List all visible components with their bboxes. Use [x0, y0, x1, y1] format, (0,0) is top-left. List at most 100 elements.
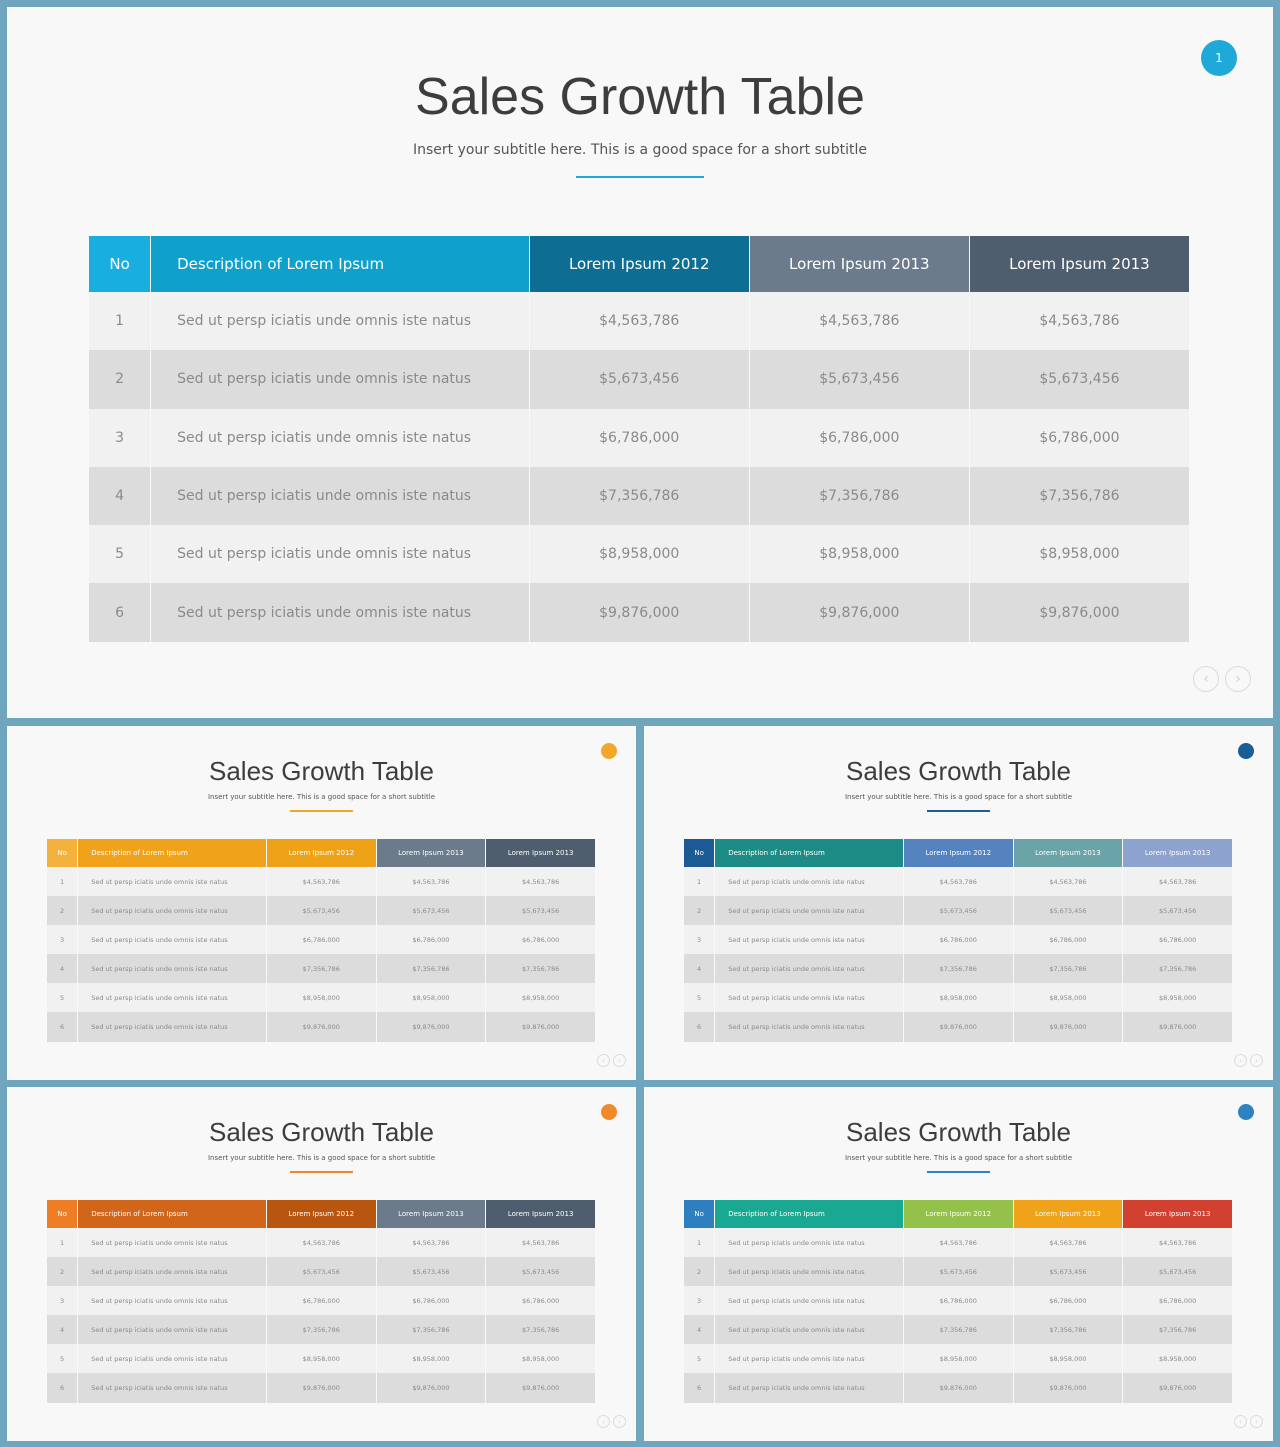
table-cell: $4,563,786	[376, 867, 487, 897]
chevron-right-icon[interactable]: ›	[613, 1415, 626, 1428]
table-row[interactable]: 3 Sed ut persp iciatis unde omnis iste na…	[684, 1286, 1233, 1316]
table-cell: $8,958,000	[266, 983, 377, 1013]
table-row[interactable]: 5 Sed ut persp iciatis unde omnis iste na…	[47, 983, 596, 1013]
table-row[interactable]: 1 Sed ut persp iciatis unde omnis iste na…	[47, 867, 596, 897]
table-row[interactable]: 6 Sed ut persp iciatis unde omnis iste na…	[684, 1012, 1233, 1042]
table-cell: $5,673,456	[749, 350, 970, 409]
table-row[interactable]: 2 Sed ut persp iciatis unde omnis iste na…	[684, 896, 1233, 926]
column-header[interactable]: No	[47, 839, 79, 867]
table-row[interactable]: 5 Sed ut persp iciatis unde omnis iste na…	[89, 525, 1191, 584]
column-header[interactable]: Description of Lorem Ipsum	[714, 1200, 904, 1228]
table-row[interactable]: 4 Sed ut persp iciatis unde omnis iste na…	[89, 466, 1191, 526]
column-header[interactable]: Description of Lorem Ipsum	[150, 236, 530, 292]
table-row[interactable]: 3 Sed ut persp iciatis unde omnis iste na…	[684, 925, 1233, 955]
table-row[interactable]: 5 Sed ut persp iciatis unde omnis iste na…	[684, 983, 1233, 1013]
table-cell: $5,673,456	[376, 896, 487, 926]
table-cell: $7,356,786	[266, 1315, 377, 1345]
column-header[interactable]: No	[89, 236, 152, 292]
column-header[interactable]: Lorem Ipsum 2012	[529, 236, 750, 292]
column-header[interactable]: Lorem Ipsum 2013	[376, 1200, 487, 1228]
column-header[interactable]: Lorem Ipsum 2013	[376, 839, 487, 867]
table-row[interactable]: 3 Sed ut persp iciatis unde omnis iste na…	[47, 1286, 596, 1316]
table-cell: $9,876,000	[485, 1012, 596, 1042]
table-row[interactable]: 4 Sed ut persp iciatis unde omnis iste na…	[47, 1315, 596, 1345]
table-row[interactable]: 2 Sed ut persp iciatis unde omnis iste na…	[684, 1257, 1233, 1287]
column-header[interactable]: Lorem Ipsum 2013	[969, 236, 1191, 292]
table-row[interactable]: 2 Sed ut persp iciatis unde omnis iste na…	[47, 896, 596, 926]
chevron-right-icon[interactable]: ›	[1250, 1415, 1263, 1428]
chevron-left-icon[interactable]: ‹	[597, 1054, 610, 1067]
column-header[interactable]: Lorem Ipsum 2012	[903, 1200, 1014, 1228]
chevron-right-icon[interactable]: ›	[1250, 1054, 1263, 1067]
column-header[interactable]: Lorem Ipsum 2012	[266, 1200, 377, 1228]
table-cell: 4	[47, 1315, 79, 1345]
column-header[interactable]: Lorem Ipsum 2013	[1013, 839, 1124, 867]
column-header[interactable]: Lorem Ipsum 2012	[903, 839, 1014, 867]
column-header[interactable]: No	[47, 1200, 79, 1228]
table-row[interactable]: 1 Sed ut persp iciatis unde omnis iste na…	[89, 292, 1191, 351]
column-header[interactable]: Lorem Ipsum 2013	[1122, 839, 1233, 867]
column-header[interactable]: Lorem Ipsum 2013	[485, 1200, 596, 1228]
slide-thumbnail-4[interactable]: Sales Growth Table Insert your subtitle …	[7, 1087, 636, 1441]
table-cell: Sed ut persp iciatis unde omnis iste nat…	[77, 1373, 267, 1403]
slide-thumbnail-2[interactable]: Sales Growth Table Insert your subtitle …	[7, 726, 636, 1080]
table-cell: $6,786,000	[969, 408, 1191, 467]
slide-nav: ‹ ›	[1193, 666, 1251, 692]
table-row[interactable]: 6 Sed ut persp iciatis unde omnis iste na…	[47, 1373, 596, 1403]
table-cell: $6,786,000	[529, 408, 750, 467]
chevron-left-icon[interactable]: ‹	[1193, 666, 1219, 692]
table-cell: 3	[684, 1286, 716, 1316]
table-row[interactable]: 6 Sed ut persp iciatis unde omnis iste na…	[89, 583, 1191, 642]
table-row[interactable]: 6 Sed ut persp iciatis unde omnis iste na…	[47, 1012, 596, 1042]
column-header[interactable]: Description of Lorem Ipsum	[77, 1200, 267, 1228]
column-header[interactable]: No	[684, 839, 716, 867]
chevron-left-icon[interactable]: ‹	[1234, 1054, 1247, 1067]
table-row[interactable]: 1 Sed ut persp iciatis unde omnis iste na…	[684, 1228, 1233, 1258]
table-cell: Sed ut persp iciatis unde omnis iste nat…	[77, 1344, 267, 1374]
table-cell: $6,786,000	[903, 925, 1014, 955]
column-header[interactable]: Lorem Ipsum 2013	[1122, 1200, 1233, 1228]
column-header[interactable]: Lorem Ipsum 2013	[749, 236, 970, 292]
page-subtitle: Insert your subtitle here. This is a goo…	[207, 793, 436, 801]
table-cell: Sed ut persp iciatis unde omnis iste nat…	[714, 925, 904, 955]
table-cell: $7,356,786	[969, 466, 1191, 526]
table-cell: Sed ut persp iciatis unde omnis iste nat…	[150, 408, 530, 467]
slide-thumbnail-3[interactable]: Sales Growth Table Insert your subtitle …	[644, 726, 1273, 1080]
column-header[interactable]: Lorem Ipsum 2012	[266, 839, 377, 867]
table-row[interactable]: 1 Sed ut persp iciatis unde omnis iste na…	[47, 1228, 596, 1258]
table-row[interactable]: 4 Sed ut persp iciatis unde omnis iste na…	[47, 954, 596, 984]
column-header[interactable]: Lorem Ipsum 2013	[1013, 1200, 1124, 1228]
chevron-left-icon[interactable]: ‹	[1234, 1415, 1247, 1428]
column-header[interactable]: Description of Lorem Ipsum	[77, 839, 267, 867]
table-cell: $9,876,000	[1013, 1373, 1124, 1403]
table-cell: $6,786,000	[1013, 925, 1124, 955]
slide-number-badge	[1238, 743, 1254, 759]
slide-number-badge	[601, 743, 617, 759]
table-cell: $7,356,786	[749, 466, 970, 526]
table-row[interactable]: 3 Sed ut persp iciatis unde omnis iste na…	[89, 408, 1191, 467]
column-header[interactable]: Description of Lorem Ipsum	[714, 839, 904, 867]
title-underline	[290, 810, 353, 812]
table-row[interactable]: 6 Sed ut persp iciatis unde omnis iste na…	[684, 1373, 1233, 1403]
table-row[interactable]: 5 Sed ut persp iciatis unde omnis iste na…	[47, 1344, 596, 1374]
table-cell: 5	[89, 525, 152, 584]
table-row[interactable]: 4 Sed ut persp iciatis unde omnis iste na…	[684, 954, 1233, 984]
chevron-left-icon[interactable]: ‹	[597, 1415, 610, 1428]
table-cell: $8,958,000	[1013, 983, 1124, 1013]
table-cell: $5,673,456	[376, 1257, 487, 1287]
table-cell: $5,673,456	[485, 896, 596, 926]
slide-thumbnail-5[interactable]: Sales Growth Table Insert your subtitle …	[644, 1087, 1273, 1441]
table-cell: $6,786,000	[485, 925, 596, 955]
column-header[interactable]: Lorem Ipsum 2013	[485, 839, 596, 867]
table-row[interactable]: 2 Sed ut persp iciatis unde omnis iste na…	[89, 350, 1191, 409]
table-cell: 1	[684, 1228, 716, 1258]
column-header[interactable]: No	[684, 1200, 716, 1228]
chevron-right-icon[interactable]: ›	[1225, 666, 1251, 692]
chevron-right-icon[interactable]: ›	[613, 1054, 626, 1067]
table-row[interactable]: 5 Sed ut persp iciatis unde omnis iste na…	[684, 1344, 1233, 1374]
table-row[interactable]: 3 Sed ut persp iciatis unde omnis iste na…	[47, 925, 596, 955]
table-row[interactable]: 1 Sed ut persp iciatis unde omnis iste na…	[684, 867, 1233, 897]
table-row[interactable]: 2 Sed ut persp iciatis unde omnis iste na…	[47, 1257, 596, 1287]
table-cell: $5,673,456	[1122, 896, 1233, 926]
table-row[interactable]: 4 Sed ut persp iciatis unde omnis iste na…	[684, 1315, 1233, 1345]
